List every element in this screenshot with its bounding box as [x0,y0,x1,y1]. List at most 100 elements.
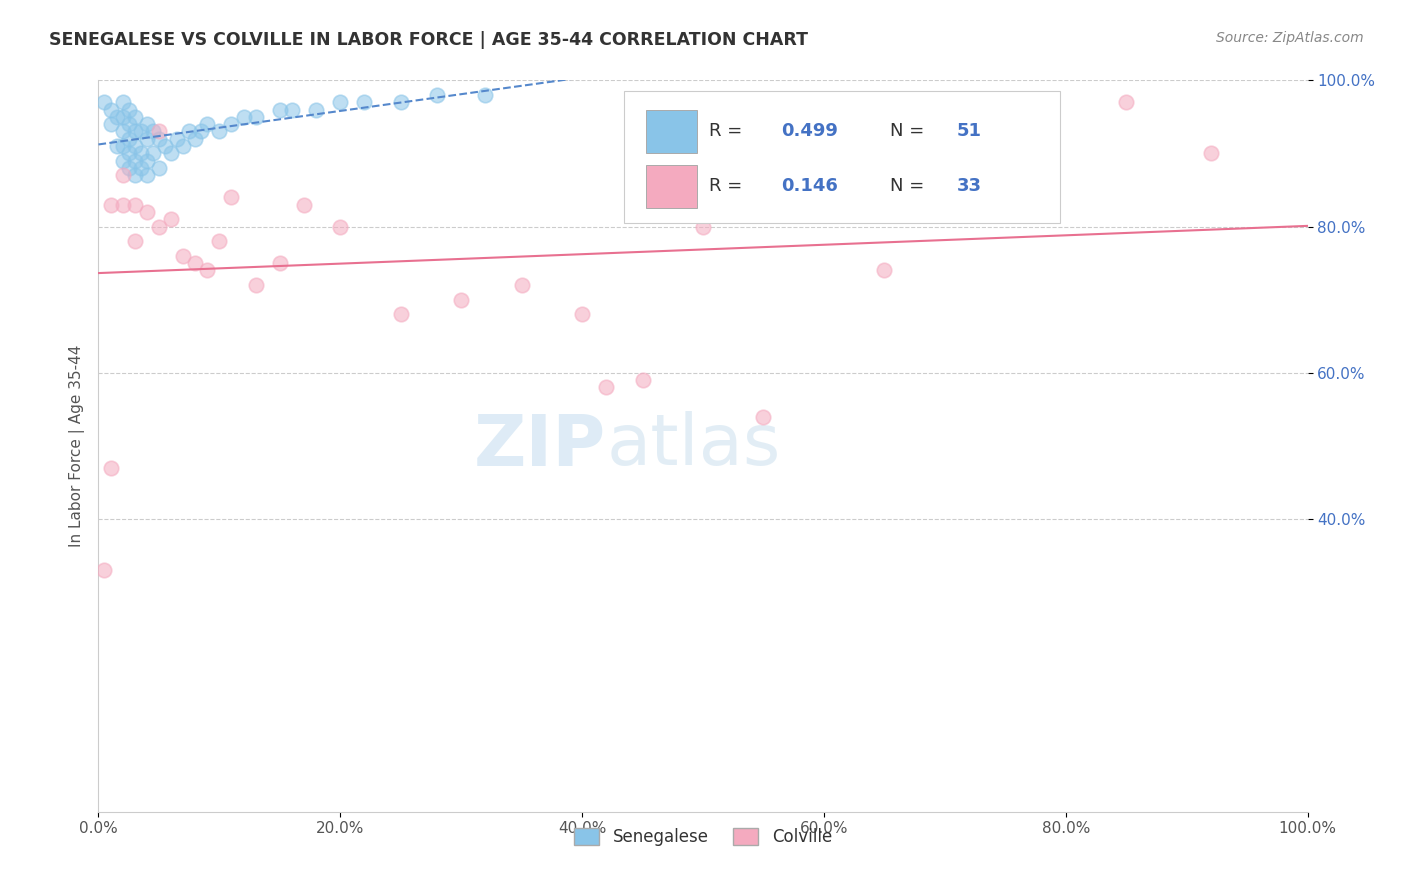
Text: R =: R = [709,178,748,195]
Point [208,234,231,248]
Point [93,95,115,110]
Text: N =: N = [890,122,931,140]
Point [118,161,141,175]
Point [353,95,375,110]
Point [135,153,157,168]
Point [184,256,207,270]
Point [752,409,775,424]
Point [269,256,291,270]
Point [148,219,170,234]
Point [195,263,218,277]
Text: SENEGALESE VS COLVILLE IN LABOR FORCE | AGE 35-44 CORRELATION CHART: SENEGALESE VS COLVILLE IN LABOR FORCE | … [49,31,808,49]
Point [142,124,165,138]
Point [111,197,134,211]
Point [111,124,134,138]
Point [153,139,176,153]
Point [329,95,352,110]
Point [389,95,412,110]
Point [631,373,654,387]
Point [571,307,593,321]
Point [716,197,738,211]
Text: 51: 51 [957,122,981,140]
Point [873,263,896,277]
Point [595,380,617,394]
Text: R =: R = [709,122,748,140]
Point [124,197,146,211]
Point [1199,146,1222,161]
FancyBboxPatch shape [624,91,1060,223]
Point [129,146,152,161]
Text: atlas: atlas [606,411,780,481]
Point [281,103,304,117]
Text: 0.499: 0.499 [782,122,838,140]
Point [292,197,315,211]
Point [232,110,254,124]
Point [692,219,714,234]
Point [118,146,141,161]
Point [111,110,134,124]
FancyBboxPatch shape [647,165,697,208]
Point [135,117,157,131]
Point [105,110,128,124]
Point [111,153,134,168]
FancyBboxPatch shape [647,110,697,153]
Point [124,110,146,124]
Point [124,139,146,153]
Point [510,278,533,293]
Point [135,169,157,183]
Point [111,95,134,110]
Point [1115,95,1137,110]
Point [111,169,134,183]
Point [148,161,170,175]
Point [111,139,134,153]
Point [221,117,243,131]
Point [105,139,128,153]
Point [208,124,231,138]
Point [305,103,328,117]
Point [100,197,122,211]
Text: 33: 33 [957,178,981,195]
Point [190,124,212,138]
Point [124,153,146,168]
Point [474,87,496,102]
Point [184,132,207,146]
Point [124,169,146,183]
Point [245,278,267,293]
Point [129,161,152,175]
Point [135,132,157,146]
Text: Source: ZipAtlas.com: Source: ZipAtlas.com [1216,31,1364,45]
Text: ZIP: ZIP [474,411,606,481]
Point [389,307,412,321]
Point [160,146,183,161]
Point [245,110,267,124]
Point [269,103,291,117]
Point [135,205,157,219]
Point [172,249,194,263]
Point [179,124,201,138]
Point [118,132,141,146]
Point [100,117,122,131]
Point [166,132,188,146]
Y-axis label: In Labor Force | Age 35-44: In Labor Force | Age 35-44 [69,345,84,547]
Point [93,563,115,577]
Point [195,117,218,131]
Point [124,124,146,138]
Point [142,146,165,161]
Point [329,219,352,234]
Point [148,124,170,138]
Text: N =: N = [890,178,931,195]
Point [124,234,146,248]
Text: 0.146: 0.146 [782,178,838,195]
Point [100,103,122,117]
Point [129,124,152,138]
Legend: Senegalese, Colville: Senegalese, Colville [565,820,841,855]
Point [118,103,141,117]
Point [148,132,170,146]
Point [426,87,449,102]
Point [450,293,472,307]
Point [221,190,243,204]
Point [160,212,183,227]
Point [172,139,194,153]
Point [100,461,122,475]
Point [813,197,835,211]
